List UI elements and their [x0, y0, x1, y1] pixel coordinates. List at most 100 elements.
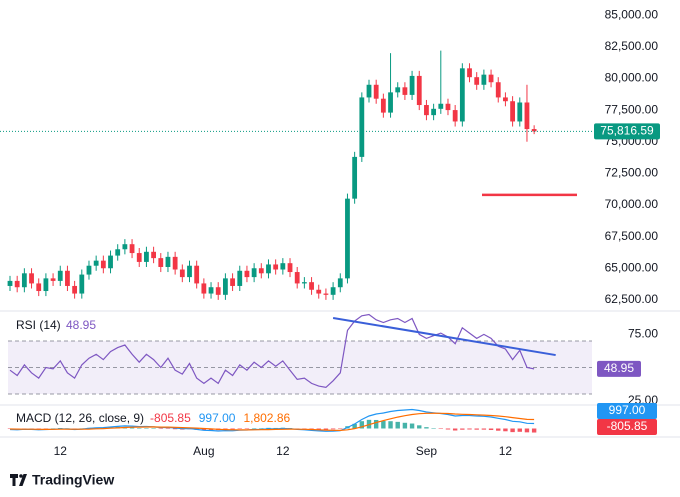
candle-body [445, 103, 451, 111]
histogram-bar [172, 428, 178, 430]
y-tick-label: 70,000.00 [605, 197, 659, 211]
histogram-bar [467, 428, 472, 430]
y-tick-label: 67,500.00 [605, 229, 659, 243]
y-tick-label: 75.00 [628, 327, 658, 341]
candle-body [115, 249, 121, 256]
histogram-bar [474, 428, 479, 430]
x-tick-label: Sep [416, 444, 438, 458]
y-tick-label: 62,500.00 [605, 292, 659, 306]
candle-body [21, 273, 27, 288]
histogram-bar [237, 428, 242, 429]
y-tick-label: 85,000.00 [605, 7, 659, 21]
histogram-bar [388, 421, 393, 429]
trend-line [332, 316, 556, 357]
y-tick-label: 65,000.00 [605, 260, 659, 274]
candle-body [165, 256, 171, 267]
candle-body [194, 265, 200, 284]
brand-name: TradingView [32, 472, 114, 488]
candle-body [395, 87, 401, 93]
candle-body [438, 103, 444, 109]
macd-value-label-bg [597, 403, 657, 419]
histogram-bar [151, 428, 156, 429]
histogram-bar [431, 428, 436, 429]
candle-body [280, 263, 286, 270]
candle-body [36, 283, 42, 292]
histogram-bar [129, 427, 135, 429]
candle-body [459, 68, 465, 122]
candle-body [373, 84, 379, 99]
candle-body [273, 264, 279, 270]
candle-body [108, 255, 113, 269]
candle-body [345, 198, 350, 279]
histogram-bar [244, 428, 250, 429]
histogram-bar [488, 428, 494, 431]
candle-body [122, 244, 128, 250]
last-price-label: 75,816.59 [600, 124, 654, 138]
candle-body [201, 283, 207, 294]
histogram-bar [496, 428, 501, 431]
histogram-bar [230, 428, 235, 430]
histogram-bar [438, 428, 443, 429]
candle-body [366, 84, 372, 98]
histogram-bar [50, 428, 56, 429]
histogram-bar [531, 428, 537, 433]
candle-body [474, 77, 480, 85]
histogram-bar [402, 422, 408, 429]
candle-body [129, 244, 135, 254]
candle-body [172, 256, 178, 270]
histogram-bar [352, 423, 357, 429]
candle-body [266, 264, 271, 274]
logo-icon [10, 474, 27, 486]
histogram-bar [323, 428, 329, 430]
histogram-value-label: -805.85 [607, 419, 648, 433]
y-tick-label: 77,500.00 [605, 102, 659, 116]
histogram-value-label-bg [597, 419, 657, 435]
candle-body [215, 287, 221, 295]
candle-body [510, 101, 515, 122]
candle-body [65, 270, 70, 286]
candle-body [136, 253, 142, 262]
candle-body [43, 278, 49, 292]
y-tick-label: 80,000.00 [605, 71, 659, 85]
candle-body [352, 156, 358, 199]
x-tick-label: 12 [276, 444, 290, 458]
candle-body [402, 87, 408, 95]
x-tick-label: 12 [499, 444, 513, 458]
histogram-bar [158, 428, 163, 429]
candle-body [409, 75, 415, 95]
candle-body [431, 108, 437, 116]
indicator-title: MACD (12, 26, close, 9) [16, 411, 144, 425]
indicator-value: 1,802.86 [243, 411, 290, 425]
histogram-bar [373, 419, 379, 429]
candle-body [158, 258, 164, 267]
candle-body [309, 282, 314, 290]
histogram-bar [409, 423, 415, 429]
candle-body [179, 269, 185, 278]
histogram-bar [7, 428, 13, 429]
candle-body [144, 251, 149, 262]
histogram-bar [424, 427, 429, 429]
candle-body [86, 265, 92, 275]
histogram-bar [445, 428, 451, 430]
candle-body [100, 260, 106, 269]
macd-value-label: 997.00 [609, 403, 646, 417]
histogram-bar [452, 428, 458, 431]
candle-body [467, 68, 472, 78]
x-tick-label: Aug [193, 444, 214, 458]
candle-body [495, 82, 501, 98]
histogram-bar [144, 428, 149, 429]
candle-body [151, 251, 156, 259]
candle-body [187, 265, 192, 278]
candle-body [244, 270, 250, 278]
candle-body [287, 263, 293, 273]
candle-body [29, 273, 34, 284]
indicator-value: 997.00 [199, 411, 236, 425]
histogram-bar [338, 428, 343, 429]
histogram-bar [359, 421, 365, 429]
histogram-bar [330, 428, 336, 430]
candle-body [503, 97, 508, 102]
indicator-value: -805.85 [150, 411, 191, 425]
rsi-value-label: 48.95 [604, 361, 634, 375]
